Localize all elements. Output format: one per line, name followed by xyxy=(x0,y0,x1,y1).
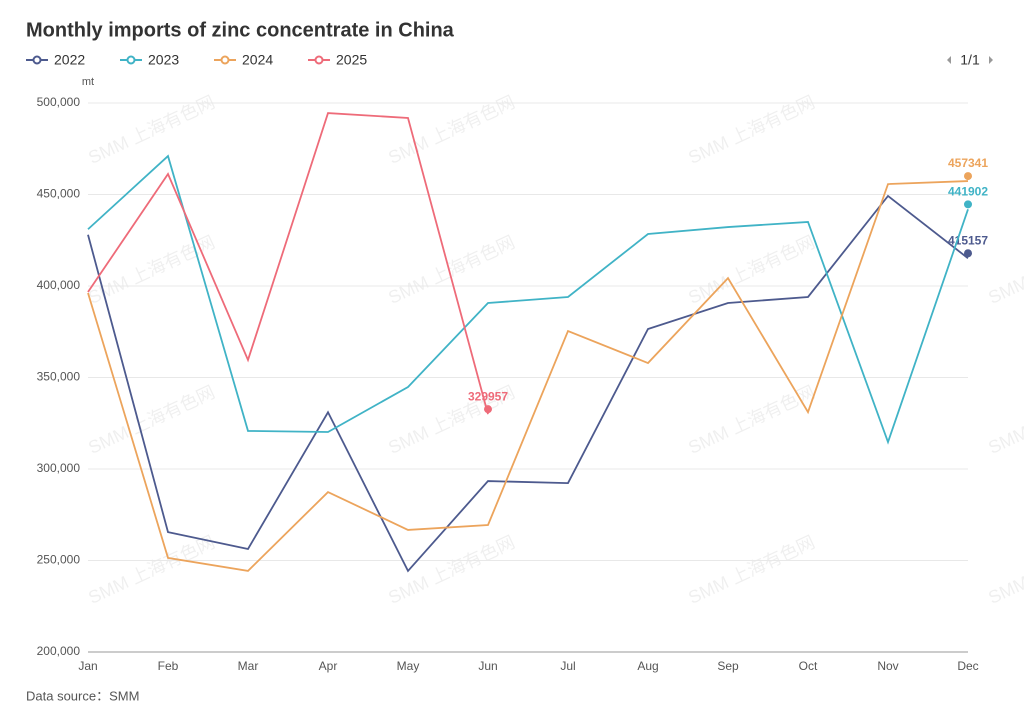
legend-swatch-dot xyxy=(32,55,42,65)
x-tick-label: Mar xyxy=(238,659,259,673)
legend-label: 2024 xyxy=(242,52,273,68)
watermark: SMM 上海有色网 xyxy=(985,232,1024,308)
y-tick-label: 250,000 xyxy=(37,553,81,567)
end-marker xyxy=(964,249,972,258)
watermark: SMM 上海有色网 xyxy=(685,382,818,458)
series-line xyxy=(87,194,969,573)
pager-prev[interactable] xyxy=(947,56,951,64)
watermark: SMM 上海有色网 xyxy=(85,532,218,608)
chart-title: Monthly imports of zinc concentrate in C… xyxy=(26,19,455,41)
watermark: SMM 上海有色网 xyxy=(85,382,218,458)
legend-label: 2022 xyxy=(54,52,85,68)
x-tick-label: Aug xyxy=(637,659,658,673)
legend-swatch-dot xyxy=(126,55,136,65)
series-line xyxy=(87,180,969,572)
pager: 1/1 xyxy=(960,52,980,68)
y-tick-label: 350,000 xyxy=(37,370,81,384)
series-line xyxy=(87,112,489,415)
y-unit: mt xyxy=(82,76,94,88)
source: Data source：SMM xyxy=(26,688,139,703)
x-tick-label: Jun xyxy=(478,659,497,673)
y-tick-label: 500,000 xyxy=(37,95,81,109)
x-tick-label: Sep xyxy=(717,659,739,673)
watermark: SMM 上海有色网 xyxy=(985,532,1024,608)
end-marker xyxy=(964,200,972,209)
series-line xyxy=(87,154,969,445)
watermark: SMM 上海有色网 xyxy=(385,532,518,608)
y-tick-label: 400,000 xyxy=(37,278,81,292)
legend-swatch-dot xyxy=(314,55,324,65)
x-tick-label: Oct xyxy=(799,659,818,673)
legend-label: 2023 xyxy=(148,52,179,68)
x-tick-label: Feb xyxy=(158,659,179,673)
data-label: 441902 xyxy=(948,184,988,198)
legend-label: 2025 xyxy=(336,52,367,68)
x-tick-label: Dec xyxy=(957,659,978,673)
legend-swatch-dot xyxy=(220,55,230,65)
pager-next[interactable] xyxy=(989,56,993,64)
y-tick-label: 450,000 xyxy=(37,187,81,201)
watermark: SMM 上海有色网 xyxy=(685,232,818,308)
watermark: SMM 上海有色网 xyxy=(685,532,818,608)
x-tick-label: Jul xyxy=(560,659,575,673)
x-tick-label: Nov xyxy=(877,659,898,673)
x-tick-label: May xyxy=(397,659,420,673)
y-tick-label: 300,000 xyxy=(37,461,81,475)
data-label: 415157 xyxy=(948,233,988,247)
watermark: SMM 上海有色网 xyxy=(385,232,518,308)
end-marker xyxy=(484,405,492,414)
data-label: 329957 xyxy=(468,389,508,403)
end-marker xyxy=(964,172,972,181)
y-tick-label: 200,000 xyxy=(37,644,81,658)
x-tick-label: Jan xyxy=(78,659,97,673)
data-label: 457341 xyxy=(948,156,988,170)
x-tick-label: Apr xyxy=(319,659,338,673)
watermark: SMM 上海有色网 xyxy=(985,382,1024,458)
